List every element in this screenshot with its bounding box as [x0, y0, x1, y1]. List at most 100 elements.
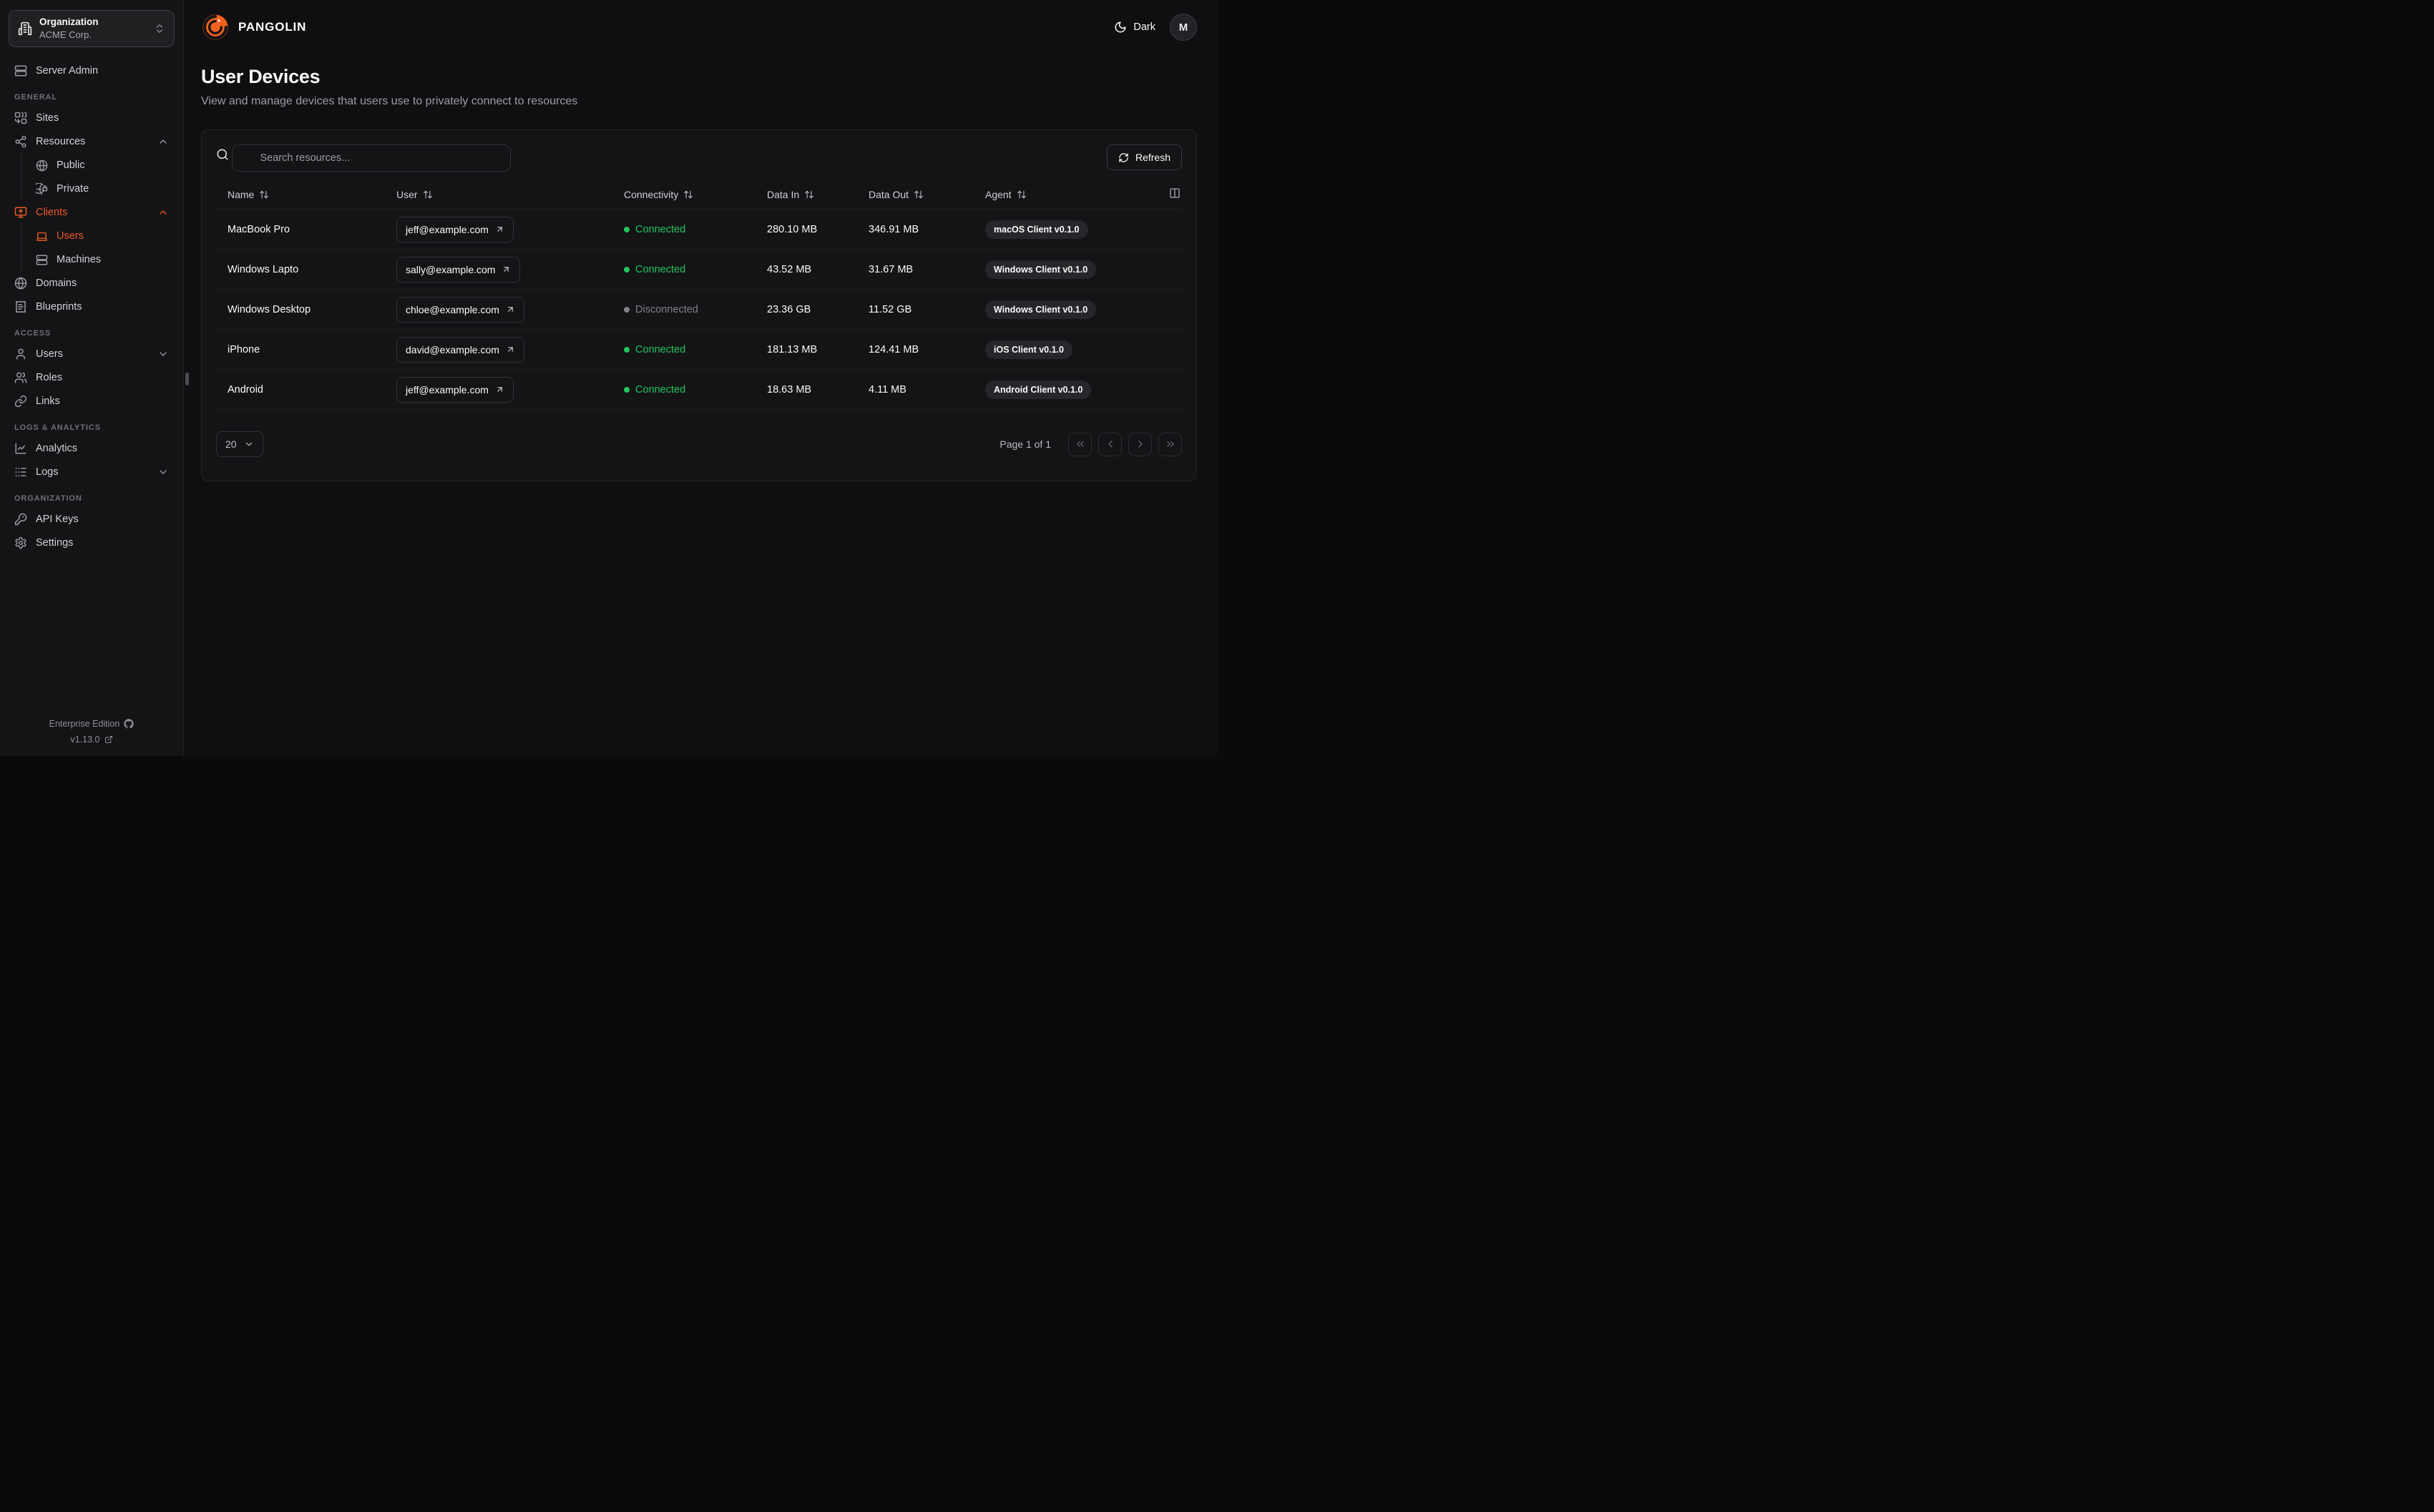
sidebar-item-label: Users: [36, 348, 63, 360]
previous-page-button[interactable]: [1098, 432, 1122, 456]
column-label: Agent: [985, 188, 1012, 200]
column-label: Data Out: [869, 188, 909, 200]
sidebar-item-analytics[interactable]: Analytics: [9, 438, 175, 459]
data-out-value: 124.41 MB: [869, 343, 919, 355]
data-in-value: 280.10 MB: [767, 223, 818, 235]
sidebar-item-roles[interactable]: Roles: [9, 367, 175, 388]
user-link[interactable]: jeff@example.com: [396, 216, 514, 242]
arrow-up-right-icon: [495, 385, 504, 394]
org-selector[interactable]: Organization ACME Corp.: [9, 10, 175, 48]
sidebar-item-label: Links: [36, 396, 60, 408]
section-title-general: GENERAL: [14, 93, 57, 102]
sidebar-item-server-admin[interactable]: Server Admin: [9, 60, 175, 82]
sidebar-item-blueprints[interactable]: Blueprints: [9, 296, 175, 318]
data-out-value: 31.67 MB: [869, 263, 914, 275]
top-bar: PANGOLIN Dark M: [201, 0, 1197, 54]
chevron-left-icon: [1105, 438, 1116, 450]
sidebar-item-label: Machines: [57, 254, 102, 266]
server-icon: [36, 254, 48, 266]
sidebar-item-settings[interactable]: Settings: [9, 532, 175, 554]
user-link[interactable]: david@example.com: [396, 336, 524, 363]
sites-icon: [14, 112, 27, 124]
column-header-user[interactable]: User: [385, 189, 612, 200]
column-header-data-in[interactable]: Data In: [756, 189, 857, 200]
org-selector-label: Organization: [39, 16, 99, 27]
agent-badge: Windows Client v0.1.0: [985, 300, 1097, 319]
sidebar-item-machines[interactable]: Machines: [30, 249, 175, 270]
version-link[interactable]: v1.13.0: [9, 735, 175, 745]
sidebar-item-client-users[interactable]: Users: [30, 225, 175, 247]
data-out-value: 11.52 GB: [869, 303, 912, 315]
column-header-data-out[interactable]: Data Out: [857, 189, 974, 200]
data-in-value: 23.36 GB: [767, 303, 811, 315]
section-title-access: ACCESS: [14, 329, 52, 338]
theme-toggle[interactable]: Dark: [1114, 21, 1155, 34]
user-link[interactable]: chloe@example.com: [396, 296, 524, 323]
sidebar-item-label: Roles: [36, 372, 63, 384]
sidebar-item-clients[interactable]: Clients: [9, 202, 175, 223]
chart-icon: [14, 442, 27, 455]
sidebar-item-domains[interactable]: Domains: [9, 273, 175, 294]
device-name: Windows Desktop: [228, 303, 311, 315]
refresh-icon: [1118, 152, 1129, 163]
refresh-button[interactable]: Refresh: [1106, 144, 1182, 170]
avatar-initial: M: [1178, 21, 1188, 34]
main-content: PANGOLIN Dark M User Devices View and ma…: [184, 0, 1217, 756]
status-label: Connected: [635, 343, 686, 355]
connectivity-status: Disconnected: [624, 304, 698, 315]
status-label: Connected: [635, 383, 686, 396]
agent-badge: iOS Client v0.1.0: [985, 340, 1072, 359]
sidebar-item-resources[interactable]: Resources: [9, 131, 175, 152]
column-header-name[interactable]: Name: [216, 189, 385, 200]
column-label: Name: [228, 188, 255, 200]
connectivity-status: Connected: [624, 224, 685, 235]
sidebar-item-label: Logs: [36, 466, 59, 478]
first-page-button[interactable]: [1068, 432, 1092, 456]
sidebar-item-links[interactable]: Links: [9, 391, 175, 412]
last-page-button[interactable]: [1158, 432, 1182, 456]
laptop-icon: [36, 230, 48, 242]
sidebar-item-label: Analytics: [36, 443, 78, 455]
sidebar-item-users[interactable]: Users: [9, 343, 175, 365]
sidebar-item-api-keys[interactable]: API Keys: [9, 509, 175, 530]
user-email: jeff@example.com: [406, 383, 489, 396]
chevron-up-icon: [157, 207, 169, 218]
arrow-up-right-icon: [506, 305, 515, 314]
brand-name: PANGOLIN: [238, 20, 307, 34]
column-header-connectivity[interactable]: Connectivity: [612, 189, 756, 200]
sidebar-item-public[interactable]: Public: [30, 154, 175, 176]
agent-badge: Android Client v0.1.0: [985, 380, 1092, 399]
next-page-button[interactable]: [1128, 432, 1152, 456]
brand[interactable]: PANGOLIN: [201, 13, 306, 41]
user-link[interactable]: jeff@example.com: [396, 376, 514, 403]
sidebar-item-private[interactable]: Private: [30, 178, 175, 200]
arrow-up-right-icon: [502, 265, 511, 274]
refresh-label: Refresh: [1135, 152, 1170, 163]
page-size-select[interactable]: 20: [216, 431, 263, 457]
sidebar-item-sites[interactable]: Sites: [9, 107, 175, 129]
user-email: sally@example.com: [406, 263, 496, 275]
device-name: MacBook Pro: [228, 223, 290, 235]
search-input[interactable]: [232, 144, 512, 172]
globe-icon: [36, 159, 48, 172]
sidebar-item-label: Server Admin: [36, 65, 99, 77]
sidebar-scrollbar-thumb[interactable]: [185, 373, 189, 386]
chevrons-right-icon: [1165, 438, 1176, 450]
chevron-down-icon: [157, 466, 169, 478]
column-visibility-button[interactable]: [1168, 186, 1182, 202]
sidebar-item-label: API Keys: [36, 514, 79, 526]
status-label: Connected: [635, 223, 686, 235]
chevron-down-icon: [157, 348, 169, 360]
column-header-agent[interactable]: Agent: [974, 189, 1153, 200]
server-icon: [14, 64, 27, 77]
user-icon: [14, 348, 27, 360]
edition-label: Enterprise Edition: [49, 719, 120, 729]
user-link[interactable]: sally@example.com: [396, 256, 521, 283]
user-email: jeff@example.com: [406, 223, 489, 235]
user-avatar[interactable]: M: [1170, 14, 1197, 41]
edition-link[interactable]: Enterprise Edition: [9, 719, 175, 729]
table-row: MacBook Pro jeff@example.com Connected 2…: [216, 210, 1182, 250]
arrow-up-right-icon: [495, 225, 504, 234]
columns-icon: [1169, 187, 1181, 199]
sidebar-item-logs[interactable]: Logs: [9, 461, 175, 483]
